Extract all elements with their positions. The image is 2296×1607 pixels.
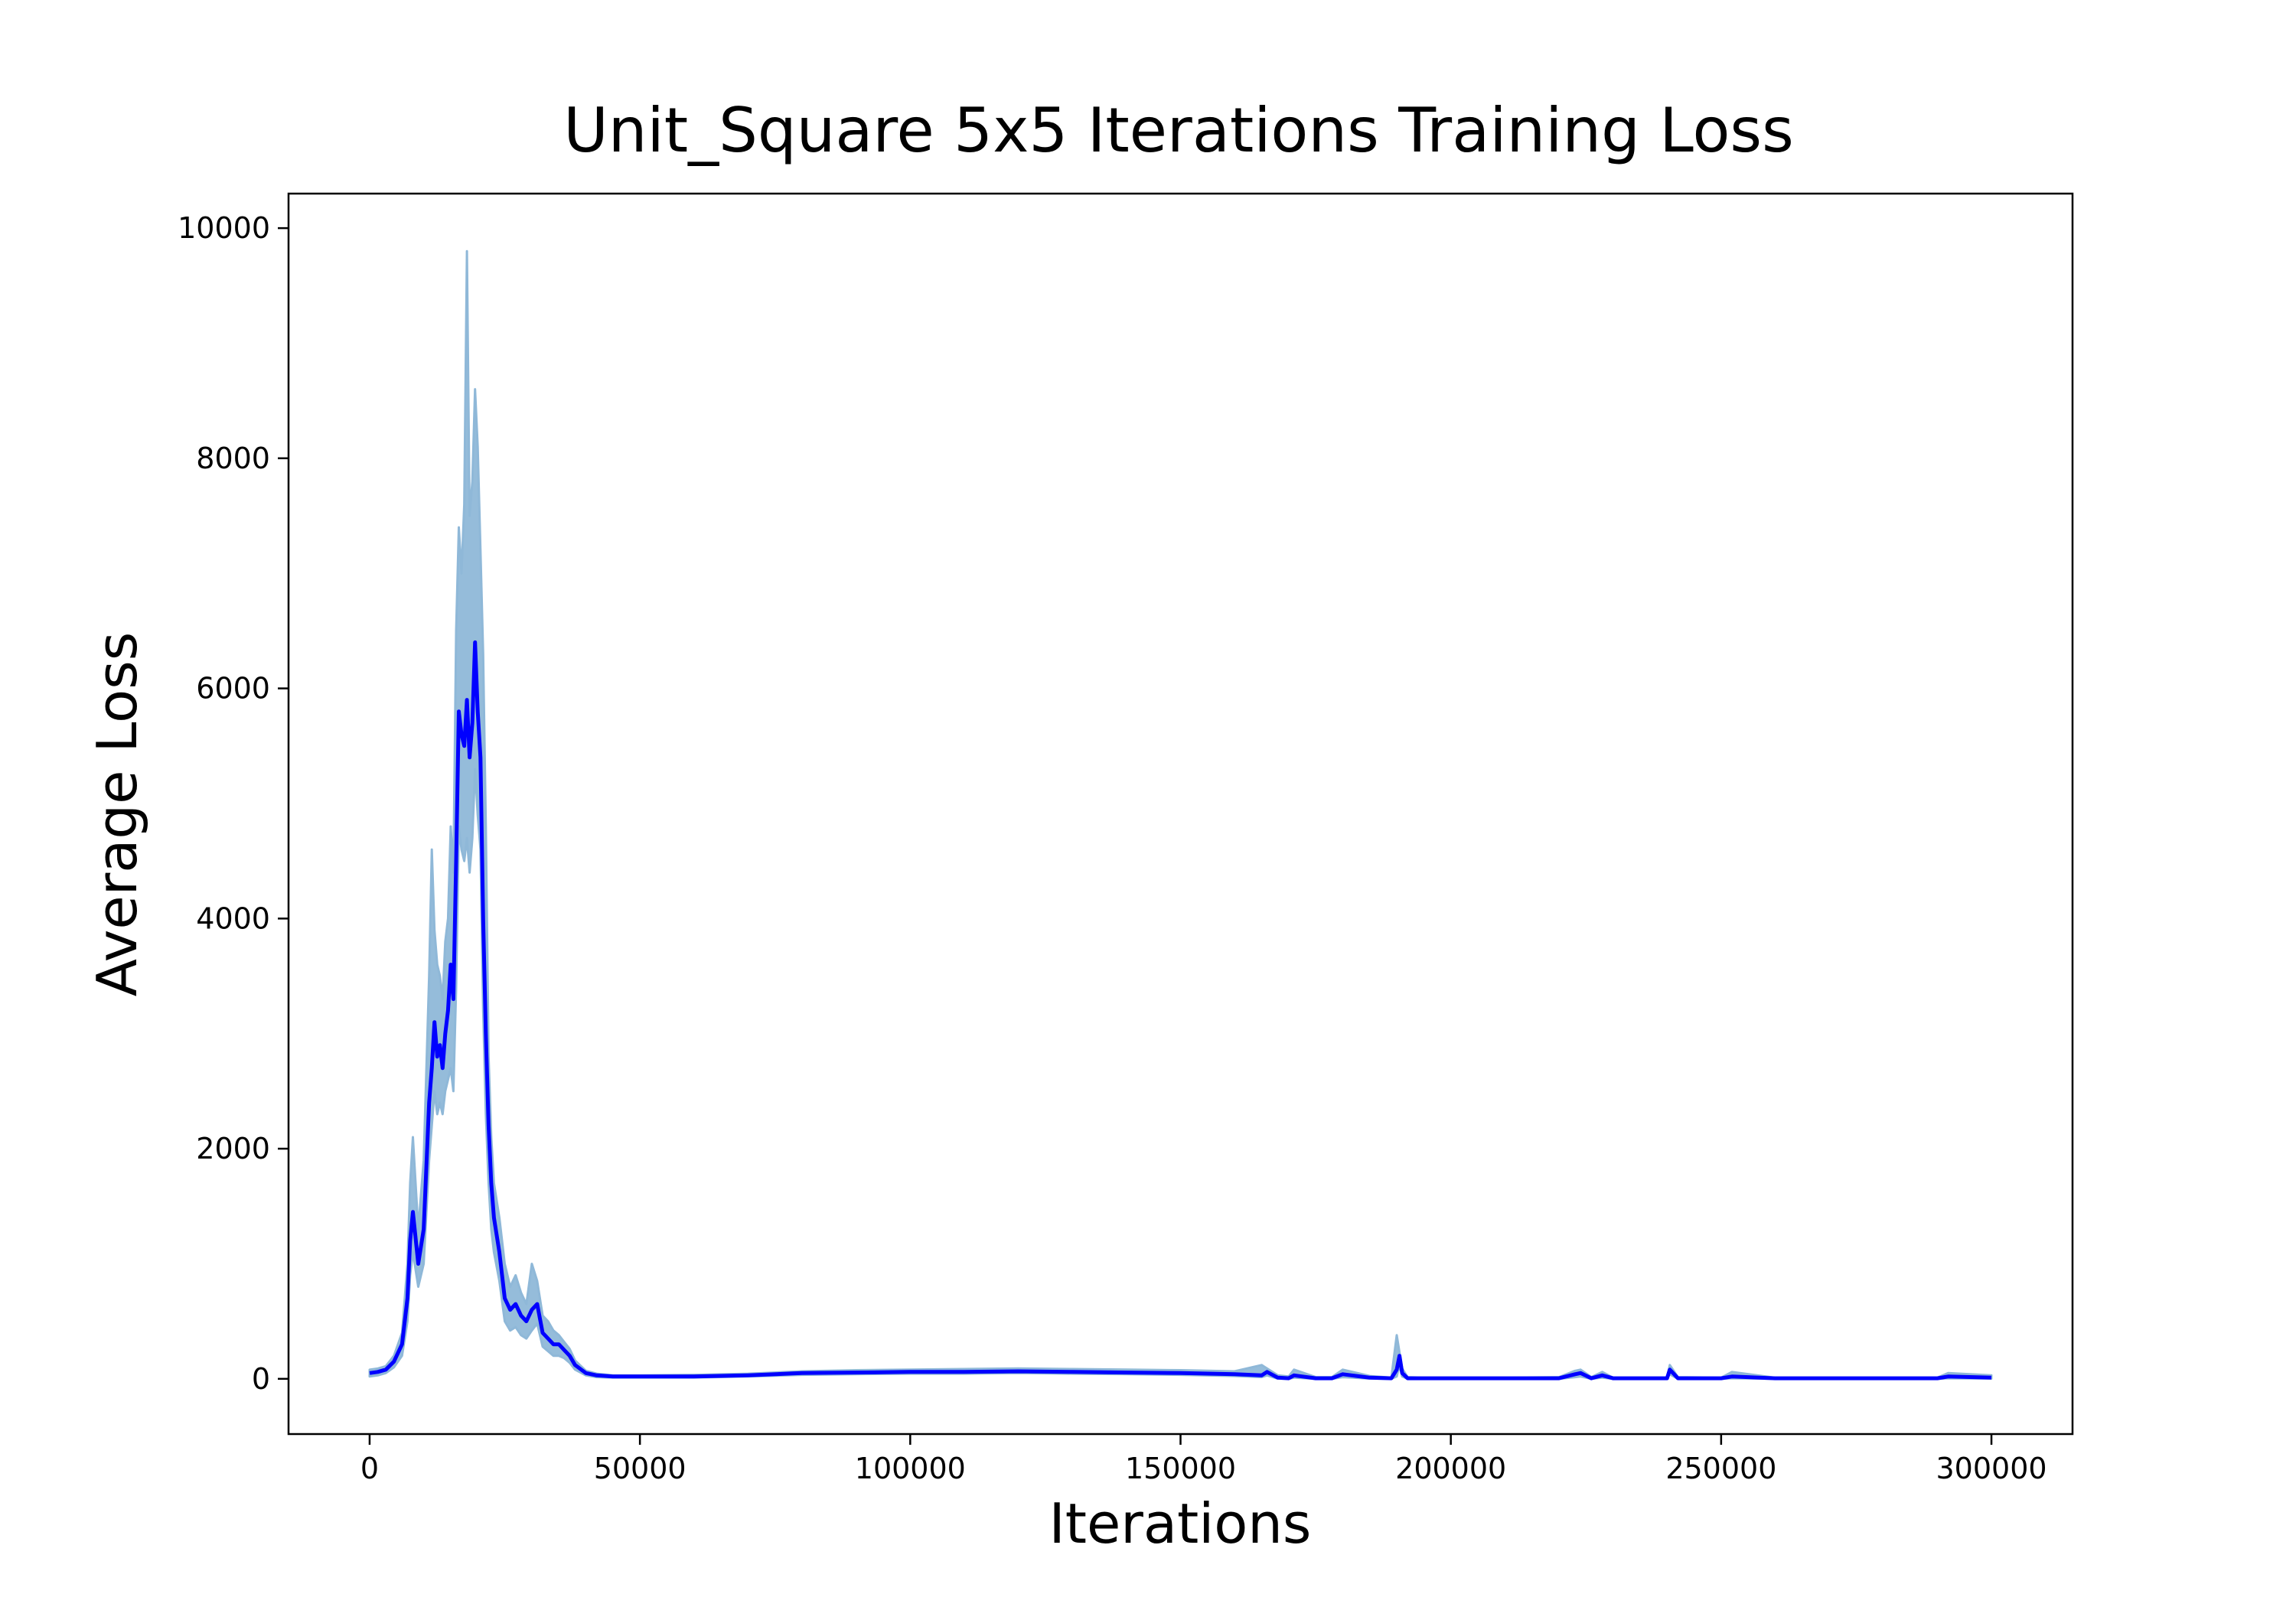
y-tick-label: 2000	[196, 1132, 270, 1165]
y-axis: 0 2000 4000 6000 8000 10000	[178, 211, 289, 1396]
y-tick-label: 10000	[178, 211, 270, 245]
chart-title: Unit_Square 5x5 Iterations Training Loss	[563, 95, 1794, 166]
y-tick-label: 6000	[196, 672, 270, 706]
x-tick-label: 100000	[855, 1452, 966, 1485]
x-tick-label: 150000	[1125, 1452, 1236, 1485]
x-tick-label: 250000	[1665, 1452, 1776, 1485]
y-tick-label: 8000	[196, 442, 270, 475]
y-tick-label: 4000	[196, 901, 270, 935]
x-tick-label: 300000	[1936, 1452, 2047, 1485]
x-tick-label: 50000	[594, 1452, 687, 1485]
average-loss-line	[369, 640, 1992, 1380]
x-axis-label: Iterations	[1049, 1491, 1312, 1556]
x-tick-label: 200000	[1395, 1452, 1506, 1485]
x-tick-label: 0	[360, 1452, 379, 1485]
loss-variance-band	[368, 249, 1993, 1380]
plot-area	[368, 249, 1993, 1380]
y-axis-label: Average Loss	[85, 632, 149, 996]
x-axis: 0 50000 100000 150000 200000 250000 300000	[360, 1434, 2047, 1485]
y-tick-label: 0	[252, 1362, 270, 1396]
